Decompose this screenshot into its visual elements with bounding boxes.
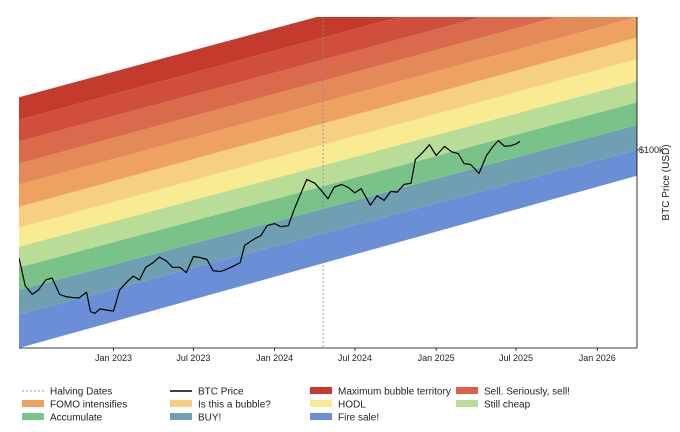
rainbow-band <box>19 17 400 120</box>
x-axis: Jan 2023 Jul 2023 Jan 2024 Jul 2024 Jan 2025… <box>95 348 616 363</box>
legend-label: Is this a bubble? <box>198 400 271 411</box>
legend-item: Maximum bubble territory <box>310 387 451 398</box>
legend-swatch <box>170 413 192 420</box>
legend-label: Sell. Seriously, sell! <box>484 387 570 398</box>
y-axis: $100k <box>637 145 664 155</box>
legend-label: Fire sale! <box>338 413 379 424</box>
legend-swatch <box>456 387 478 394</box>
rainbow-bands <box>19 17 637 348</box>
x-tick-label: Jul 2025 <box>499 353 533 363</box>
legend-label: HODL <box>338 400 366 411</box>
legend-item: HODL <box>310 400 366 411</box>
x-tick-label: Jan 2026 <box>579 353 616 363</box>
legend-item: FOMO intensifies <box>22 400 127 411</box>
legend-item: Fire sale! <box>310 413 379 424</box>
x-tick-label: Jul 2023 <box>176 353 210 363</box>
legend: Halving Dates BTC Price Maximum bubble ter… <box>22 387 570 424</box>
legend-label: Still cheap <box>484 400 531 411</box>
y-axis-label: BTC Price (USD) <box>661 144 672 220</box>
x-tick-label: Jan 2024 <box>256 353 293 363</box>
btc-price-series <box>19 140 521 314</box>
y-tick-label: $100k <box>639 145 664 155</box>
rainbow-band <box>19 17 558 164</box>
legend-swatch <box>170 400 192 407</box>
rainbow-band <box>19 37 637 228</box>
rainbow-band <box>19 81 637 268</box>
legend-swatch <box>310 387 332 394</box>
rainbow-band <box>19 149 637 348</box>
rainbow-band <box>19 59 637 247</box>
rainbow-band <box>19 17 482 142</box>
legend-item: Halving Dates <box>22 387 112 398</box>
rainbow-band <box>19 17 637 185</box>
btc-price-line <box>19 140 521 314</box>
rainbow-band <box>19 17 637 207</box>
legend-item: Still cheap <box>456 400 531 411</box>
legend-item: Sell. Seriously, sell! <box>456 387 570 398</box>
legend-item: BTC Price <box>170 387 244 398</box>
legend-swatch <box>310 400 332 407</box>
legend-item: BUY! <box>170 413 221 424</box>
legend-label: Accumulate <box>50 413 103 424</box>
x-tick-label: Jul 2024 <box>338 353 372 363</box>
legend-swatch <box>22 400 44 407</box>
legend-swatch <box>310 413 332 420</box>
legend-swatch <box>22 413 44 420</box>
legend-label: BUY! <box>198 413 221 424</box>
legend-item: Accumulate <box>22 413 103 424</box>
rainbow-band <box>19 102 637 290</box>
legend-label: Halving Dates <box>50 387 112 398</box>
x-tick-label: Jan 2023 <box>95 353 132 363</box>
legend-swatch <box>456 400 478 407</box>
legend-label: BTC Price <box>198 387 244 398</box>
x-tick-label: Jan 2025 <box>418 353 455 363</box>
legend-label: FOMO intensifies <box>50 400 127 411</box>
legend-label: Maximum bubble territory <box>338 387 451 398</box>
plot-frame <box>19 17 638 349</box>
legend-item: Is this a bubble? <box>170 400 271 411</box>
